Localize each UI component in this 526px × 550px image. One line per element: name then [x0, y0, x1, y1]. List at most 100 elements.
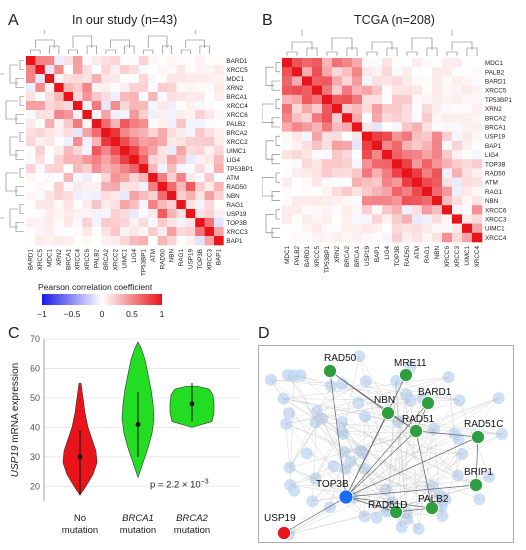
heatmap-cell	[452, 104, 463, 114]
heatmap-cell	[176, 146, 187, 156]
heatmap-cell	[432, 223, 443, 234]
heatmap-cell	[462, 150, 473, 160]
heatmap-cell	[432, 196, 443, 206]
heatmap-cell	[472, 159, 483, 169]
heatmap-cell	[120, 65, 130, 75]
color-legend: −1 −0.5 0 0.5 1	[37, 294, 165, 319]
heatmap-cell	[82, 119, 93, 129]
node-label: BRIP1	[464, 467, 493, 478]
heatmap-cell	[148, 236, 158, 246]
heatmap-cell	[312, 76, 323, 86]
heatmap-cell	[312, 150, 323, 160]
heatmap-cell	[312, 214, 323, 224]
row-label: PALB2	[485, 69, 505, 76]
heatmap-cell	[422, 186, 433, 197]
heatmap-cell	[412, 177, 423, 188]
heatmap-cell	[292, 58, 303, 68]
heatmap-cell	[382, 85, 393, 96]
heatmap-cell	[167, 164, 177, 174]
heatmap-cell	[185, 173, 196, 183]
edge	[475, 436, 479, 486]
heatmap-cell	[35, 173, 46, 183]
heatmap-cell	[185, 119, 196, 129]
heatmap-cell	[138, 155, 149, 165]
heatmap-cell	[332, 177, 343, 188]
heatmap-cell	[35, 74, 46, 84]
col-label: BARD1	[28, 249, 35, 270]
heatmap-cell	[129, 218, 140, 228]
heatmap-cell	[26, 110, 36, 120]
heatmap-cell	[138, 119, 149, 129]
col-label: XRCC6	[444, 246, 451, 268]
heatmap-cell	[26, 101, 36, 111]
heatmap-cell	[63, 155, 74, 165]
heatmap-cell	[110, 65, 121, 75]
heatmap-cell	[402, 159, 413, 169]
node-label: TOP3B	[316, 479, 349, 490]
heatmap-cell	[372, 113, 383, 123]
heatmap-cell	[176, 56, 187, 66]
heatmap-cell	[157, 110, 168, 120]
heatmap-cell	[63, 128, 74, 138]
edge	[345, 412, 389, 498]
heatmap-cell	[462, 122, 473, 132]
heatmap-cell	[35, 110, 46, 120]
heatmap-cell	[282, 58, 293, 68]
heatmap-cell	[176, 128, 187, 138]
heatmap-cell	[292, 214, 303, 224]
panel-a-title: In our study (n=43)	[72, 13, 178, 27]
heatmap-cell	[54, 74, 64, 84]
edge	[345, 430, 417, 498]
heatmap-cell	[185, 182, 196, 192]
heatmap-cell	[148, 137, 158, 147]
heatmap-cell	[120, 101, 130, 111]
row-label: ATM	[485, 180, 498, 187]
heatmap-cell	[91, 83, 102, 93]
heatmap-cell	[63, 74, 74, 84]
heatmap-cell	[312, 186, 323, 197]
heatmap-cell	[214, 110, 224, 120]
heatmap-cell	[292, 168, 303, 178]
heatmap-cell	[91, 227, 102, 237]
dendrogram-left	[0, 60, 24, 232]
heatmap-cell	[372, 85, 383, 96]
heatmap-cell	[82, 182, 93, 192]
heatmap-cell	[412, 131, 423, 142]
node-label: RAD50	[324, 353, 357, 364]
heatmap-cell	[372, 186, 383, 197]
heatmap-cell	[73, 155, 83, 165]
heatmap-cell	[167, 101, 177, 111]
node-rad50	[323, 364, 337, 378]
heatmap-cell	[120, 56, 130, 66]
row-label: XRCC5	[485, 88, 507, 95]
heatmap-cell	[73, 227, 83, 237]
heatmap-cell	[422, 150, 433, 160]
node-top3b	[338, 489, 354, 505]
heatmap-cell	[129, 173, 140, 183]
heatmap-cell	[312, 168, 323, 178]
heatmap-cell	[54, 155, 64, 165]
heatmap-cell	[195, 56, 205, 66]
heatmap-cell	[138, 137, 149, 147]
heatmap-cell	[167, 200, 177, 210]
heatmap-cell	[129, 56, 140, 66]
y-tick-label: 30	[30, 452, 40, 462]
heatmap-cell	[44, 74, 55, 84]
x-label-line2: mutation	[62, 525, 98, 536]
heatmap-cell	[422, 131, 433, 142]
heatmap-cell	[472, 76, 483, 86]
heatmap-cell	[422, 85, 433, 96]
heatmap-cell	[110, 101, 121, 111]
heatmap-cell	[362, 140, 373, 151]
heatmap-cell	[35, 209, 46, 219]
heatmap-cell	[452, 196, 463, 206]
heatmap-cell	[312, 113, 323, 123]
heatmap-cell	[35, 83, 46, 93]
heatmap-cell	[312, 196, 323, 206]
col-label: ATM	[150, 249, 157, 262]
heatmap-cell	[129, 164, 140, 174]
node-label: RAD51D	[368, 500, 407, 511]
heatmap-cell	[214, 92, 224, 102]
heatmap-cell	[352, 196, 363, 206]
heatmap-cell	[472, 67, 483, 77]
